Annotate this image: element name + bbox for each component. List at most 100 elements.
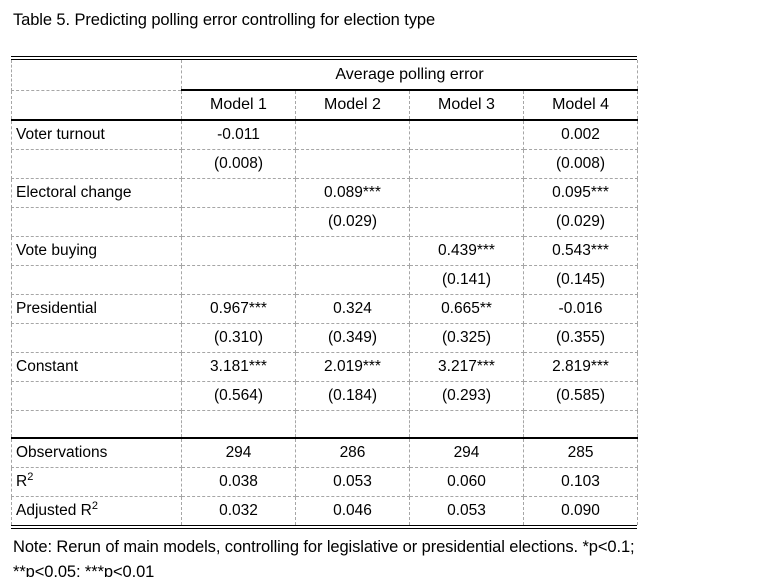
row-label (11, 381, 182, 411)
cell-value: 2.819*** (523, 352, 639, 382)
cell-value (409, 120, 524, 150)
cell-value: (0.325) (409, 323, 524, 353)
cell-value: (0.141) (409, 265, 524, 295)
cell-value: 2.019*** (295, 352, 410, 382)
cell-value: (0.349) (295, 323, 410, 353)
cell-value: 0.060 (409, 467, 524, 497)
col-header-model-3: Model 3 (409, 90, 524, 121)
cell-value: 0.002 (523, 120, 639, 150)
cell-value: -0.016 (523, 294, 639, 324)
row-label (11, 265, 182, 295)
span-header-average-polling-error: Average polling error (181, 60, 639, 91)
corner-cell (11, 90, 182, 121)
cell-value (295, 149, 410, 179)
cell-value (181, 236, 296, 266)
table-row-r-squared: R2 0.038 0.053 0.060 0.103 (11, 467, 639, 497)
cell-value (409, 207, 524, 237)
cell-value (295, 236, 410, 266)
table-row-constant: Constant 3.181*** 2.019*** 3.217*** 2.81… (11, 352, 639, 382)
cell-value (409, 149, 524, 179)
table-row-electoral-change-se: (0.029) (0.029) (11, 207, 639, 237)
note-line-1: Note: Rerun of main models, controlling … (13, 538, 635, 556)
table-row-presidential-se: (0.310) (0.349) (0.325) (0.355) (11, 323, 639, 353)
cell-value: (0.293) (409, 381, 524, 411)
cell-value: 0.543*** (523, 236, 639, 266)
row-label (11, 149, 182, 179)
table-row-vote-buying-se: (0.141) (0.145) (11, 265, 639, 295)
regression-table: Average polling error Model 1 Model 2 Mo… (11, 60, 639, 525)
row-label: Observations (11, 438, 182, 468)
row-label (11, 323, 182, 353)
span-header-row: Average polling error (11, 60, 639, 91)
table-row-spacer (11, 410, 639, 439)
col-header-model-1: Model 1 (181, 90, 296, 121)
cell-value: 0.103 (523, 467, 639, 497)
cell-value: 0.090 (523, 496, 639, 525)
cell-value: 0.324 (295, 294, 410, 324)
cell-value (409, 410, 524, 439)
cell-value: (0.310) (181, 323, 296, 353)
row-label: Voter turnout (11, 120, 182, 150)
cell-value: (0.008) (523, 149, 639, 179)
col-header-model-4: Model 4 (523, 90, 639, 121)
column-header-row: Model 1 Model 2 Model 3 Model 4 (11, 90, 639, 121)
cell-value: 0.665** (409, 294, 524, 324)
cell-value: 0.046 (295, 496, 410, 525)
cell-value: 0.032 (181, 496, 296, 525)
table-note: Note: Rerun of main models, controlling … (13, 535, 765, 577)
table-row-presidential: Presidential 0.967*** 0.324 0.665** -0.0… (11, 294, 639, 324)
cell-value: 285 (523, 438, 639, 468)
cell-value: 0.038 (181, 467, 296, 497)
table-row-voter-turnout-se: (0.008) (0.008) (11, 149, 639, 179)
row-label (11, 410, 182, 439)
cell-value: (0.029) (523, 207, 639, 237)
cell-value: (0.008) (181, 149, 296, 179)
cell-value (181, 265, 296, 295)
row-label: Electoral change (11, 178, 182, 208)
cell-value: 3.217*** (409, 352, 524, 382)
cell-value (181, 410, 296, 439)
regression-table-frame: Average polling error Model 1 Model 2 Mo… (11, 56, 639, 529)
cell-value: (0.585) (523, 381, 639, 411)
cell-value (523, 410, 639, 439)
table-row-electoral-change: Electoral change 0.089*** 0.095*** (11, 178, 639, 208)
cell-value (295, 410, 410, 439)
table-row-vote-buying: Vote buying 0.439*** 0.543*** (11, 236, 639, 266)
cell-value: 286 (295, 438, 410, 468)
cell-value: 0.095*** (523, 178, 639, 208)
cell-value (295, 265, 410, 295)
cell-value: (0.564) (181, 381, 296, 411)
cell-value: 0.053 (409, 496, 524, 525)
cell-value (409, 178, 524, 208)
cell-value: 294 (181, 438, 296, 468)
cell-value: 3.181*** (181, 352, 296, 382)
table-row-adjusted-r-squared: Adjusted R2 0.032 0.046 0.053 0.090 (11, 496, 639, 525)
cell-value: 0.089*** (295, 178, 410, 208)
row-label: Presidential (11, 294, 182, 324)
cell-value: 294 (409, 438, 524, 468)
table-row-constant-se: (0.564) (0.184) (0.293) (0.585) (11, 381, 639, 411)
cell-value: (0.355) (523, 323, 639, 353)
col-header-model-2: Model 2 (295, 90, 410, 121)
cell-value (295, 120, 410, 150)
superscript: 2 (91, 499, 98, 512)
cell-value: 0.053 (295, 467, 410, 497)
row-label (11, 207, 182, 237)
cell-value: (0.184) (295, 381, 410, 411)
cell-value: (0.145) (523, 265, 639, 295)
cell-value: -0.011 (181, 120, 296, 150)
row-label: R2 (11, 467, 182, 497)
cell-value: 0.967*** (181, 294, 296, 324)
row-label: Vote buying (11, 236, 182, 266)
corner-cell (11, 60, 182, 91)
row-label: Adjusted R2 (11, 496, 182, 525)
table-title: Table 5. Predicting polling error contro… (13, 11, 436, 29)
cell-value (181, 178, 296, 208)
note-line-2: **p<0.05; ***p<0.01 (13, 563, 155, 577)
cell-value: (0.029) (295, 207, 410, 237)
row-label: Constant (11, 352, 182, 382)
cell-value: 0.439*** (409, 236, 524, 266)
cell-value (181, 207, 296, 237)
table-row-voter-turnout: Voter turnout -0.011 0.002 (11, 120, 639, 150)
